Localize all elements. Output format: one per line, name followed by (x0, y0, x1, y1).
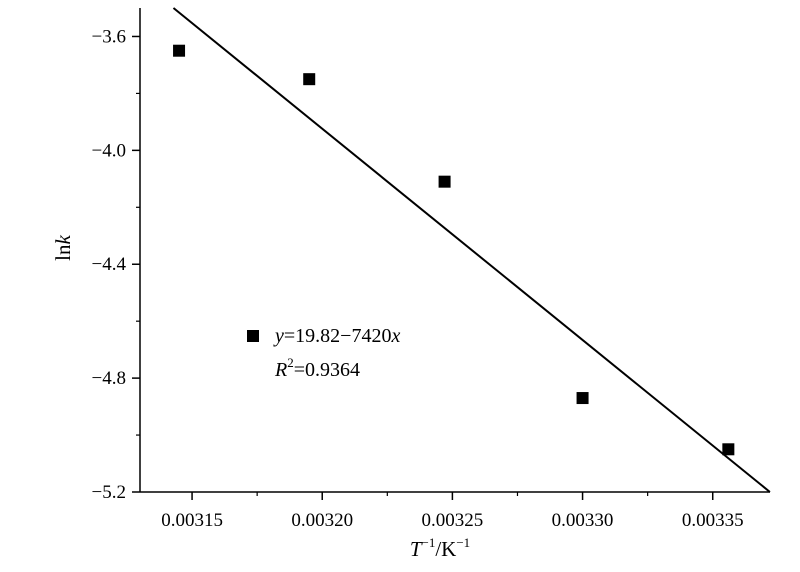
y-axis-title-prefix: ln (51, 244, 75, 261)
r-squared-exponent: 2 (287, 355, 294, 370)
equation-x: x (390, 325, 400, 347)
y-tick-label: −3.6 (92, 26, 126, 47)
x-axis-title-exponent-1: −1 (422, 535, 436, 550)
equation-label: y=19.82−7420x (273, 325, 400, 347)
legend-marker (247, 330, 259, 342)
x-axis-title-exponent-2: −1 (456, 535, 470, 550)
x-tick-label: 0.00335 (682, 510, 744, 531)
data-point (303, 73, 316, 86)
fit-line-group (172, 7, 771, 493)
y-tick-label: −5.2 (92, 482, 126, 503)
r-squared-value: =0.9364 (294, 359, 360, 381)
data-point (722, 443, 735, 456)
y-tick-label: −4.0 (92, 140, 126, 161)
data-point (438, 175, 451, 188)
y-axis-title-variable: k (51, 234, 75, 244)
data-point (576, 392, 589, 405)
x-tick-label: 0.00325 (422, 510, 484, 531)
x-tick-label: 0.00315 (161, 510, 223, 531)
data-point (173, 44, 186, 57)
x-axis-title-unit: /K (435, 537, 456, 561)
data-points (173, 44, 735, 456)
x-axis-title-variable: T (410, 537, 423, 561)
y-axis-title: lnk (51, 234, 75, 260)
legend: y=19.82−7420x R2=0.9364 (247, 325, 400, 381)
x-axis-title: T−1/K−1 (410, 535, 470, 561)
x-tick-label: 0.00320 (291, 510, 353, 531)
equation-body: =19.82−7420 (284, 325, 392, 347)
r-squared-label: R2=0.9364 (274, 355, 360, 381)
fit-line (172, 7, 771, 493)
y-tick-label: −4.4 (92, 254, 127, 275)
equation-y: y (273, 325, 284, 347)
x-tick-label: 0.00330 (552, 510, 614, 531)
x-ticks: 0.00315 0.00320 0.00325 0.00330 0.00335 (161, 492, 744, 531)
y-tick-label: −4.8 (92, 368, 126, 389)
y-ticks: −3.6 −4.0 −4.4 −4.8 −5.2 (92, 26, 140, 503)
r-squared-base: R (274, 359, 287, 381)
plot-area (139, 8, 770, 493)
